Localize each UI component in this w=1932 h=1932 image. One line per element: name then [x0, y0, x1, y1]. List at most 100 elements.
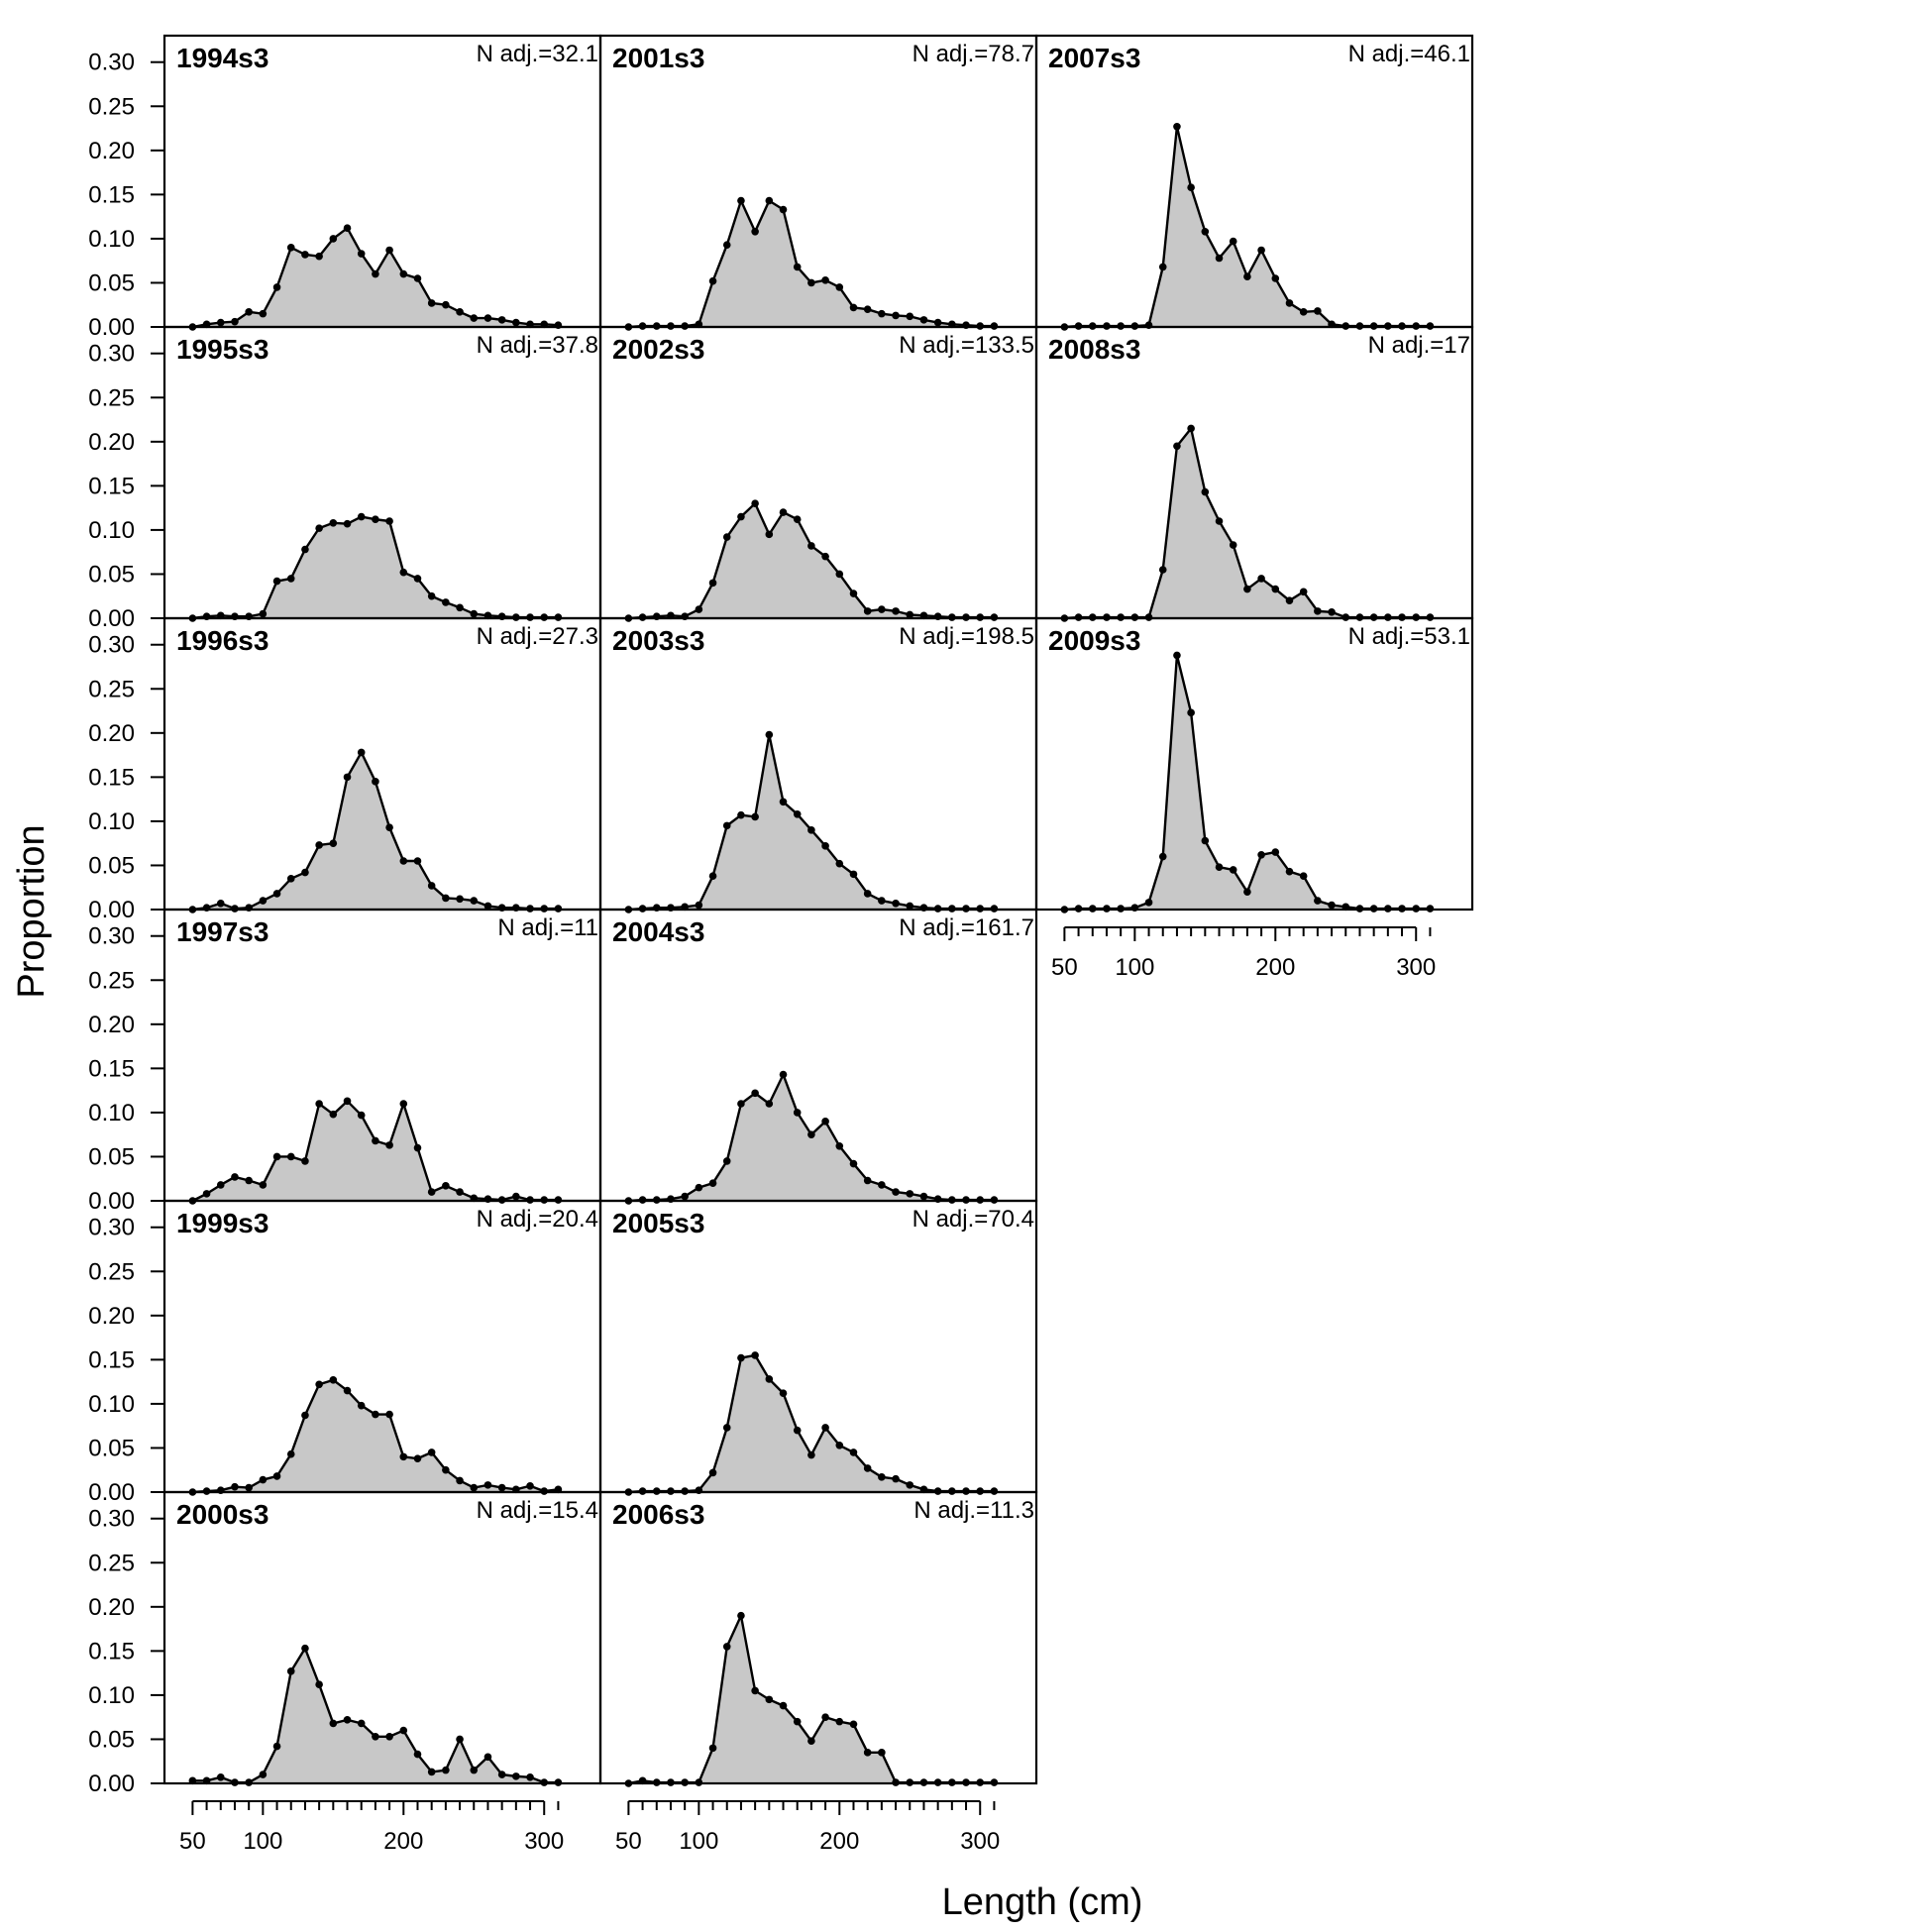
data-point — [357, 1401, 366, 1410]
x-tick-label: 300 — [524, 1828, 564, 1855]
data-point — [849, 870, 858, 879]
data-point — [442, 1182, 450, 1190]
data-point — [1257, 246, 1265, 255]
data-point — [497, 1483, 506, 1492]
data-point — [399, 1726, 408, 1735]
data-point — [1271, 848, 1280, 856]
data-point — [329, 1719, 338, 1728]
data-point — [357, 1719, 366, 1728]
data-point — [245, 1176, 253, 1185]
data-point — [470, 609, 479, 618]
data-point — [919, 1192, 928, 1201]
y-tick-label: 0.30 — [88, 1506, 135, 1533]
data-point — [906, 312, 914, 321]
y-tick-label: 0.15 — [88, 181, 135, 208]
data-point — [835, 570, 844, 579]
data-point — [1158, 852, 1167, 861]
data-point — [272, 1152, 281, 1161]
panel-n-label: N adj.=46.1 — [1348, 41, 1470, 67]
data-point — [456, 1476, 464, 1485]
panel-title: 2006s3 — [612, 1499, 704, 1530]
data-point — [456, 895, 464, 904]
y-tick-label: 0.10 — [88, 1391, 135, 1418]
data-point — [315, 1380, 323, 1389]
y-tick-label: 0.30 — [88, 341, 135, 368]
data-point — [1229, 237, 1237, 246]
data-point — [231, 1482, 239, 1491]
panel-n-label: N adj.=32.1 — [477, 41, 598, 67]
data-point — [357, 1111, 366, 1120]
data-point — [793, 263, 802, 271]
x-tick-label: 200 — [1255, 954, 1295, 981]
data-point — [329, 235, 338, 243]
panel-title: 1999s3 — [176, 1208, 268, 1238]
data-point — [301, 1644, 309, 1653]
data-point — [708, 1468, 717, 1477]
data-point — [765, 530, 774, 539]
data-point — [821, 275, 829, 284]
panel-title: 2001s3 — [612, 43, 704, 73]
data-point — [272, 890, 281, 898]
x-tick-label: 100 — [1115, 954, 1154, 981]
data-point — [470, 314, 479, 322]
y-tick-label: 0.00 — [88, 1771, 135, 1797]
x-tick-label: 100 — [679, 1828, 718, 1855]
data-point — [863, 607, 872, 615]
data-point — [1187, 424, 1195, 433]
data-point — [849, 590, 858, 597]
data-point — [722, 1424, 731, 1432]
data-point — [343, 519, 352, 528]
y-tick-label: 0.05 — [88, 1435, 135, 1461]
panel-title: 1996s3 — [176, 625, 268, 656]
data-point — [272, 577, 281, 586]
data-point — [737, 512, 745, 521]
panel-n-label: N adj.=161.7 — [899, 914, 1034, 941]
y-tick-label: 0.05 — [88, 1726, 135, 1753]
data-point — [807, 1130, 815, 1138]
y-tick-label: 0.05 — [88, 269, 135, 296]
data-point — [1314, 607, 1322, 615]
data-point — [1173, 442, 1181, 451]
y-tick-label: 0.10 — [88, 808, 135, 835]
data-point — [442, 598, 450, 606]
data-point — [427, 1449, 436, 1456]
data-point — [807, 1450, 815, 1459]
panel-title: 2000s3 — [176, 1499, 268, 1530]
data-point — [863, 305, 872, 313]
x-tick-label: 300 — [960, 1828, 1000, 1855]
y-tick-label: 0.10 — [88, 1100, 135, 1127]
data-point — [722, 1643, 731, 1651]
data-point — [1285, 596, 1294, 604]
y-tick-label: 0.30 — [88, 923, 135, 950]
data-point — [385, 1141, 393, 1149]
data-point — [779, 508, 788, 516]
panel-n-label: N adj.=37.8 — [477, 332, 598, 359]
y-tick-label: 0.00 — [88, 1188, 135, 1215]
data-point — [259, 309, 268, 318]
data-point — [1215, 254, 1224, 263]
y-tick-label: 0.10 — [88, 1682, 135, 1709]
panel-title: 2002s3 — [612, 334, 704, 365]
y-tick-label: 0.15 — [88, 1638, 135, 1664]
data-point — [779, 1070, 788, 1079]
data-point — [751, 1351, 759, 1359]
y-tick-label: 0.00 — [88, 1479, 135, 1506]
data-point — [1299, 872, 1308, 880]
data-point — [385, 1410, 393, 1419]
panel-title: 1994s3 — [176, 43, 268, 73]
data-point — [1187, 183, 1195, 192]
series-area — [628, 1615, 995, 1783]
data-point — [1257, 575, 1265, 583]
data-point — [751, 1686, 759, 1695]
data-point — [849, 303, 858, 312]
panel-title: 1995s3 — [176, 334, 268, 365]
data-point — [286, 875, 295, 883]
x-tick-label: 100 — [243, 1828, 282, 1855]
data-point — [372, 1410, 379, 1419]
y-tick-label: 0.25 — [88, 93, 135, 120]
data-point — [329, 518, 338, 527]
data-point — [1328, 901, 1336, 910]
data-point — [216, 1181, 225, 1189]
